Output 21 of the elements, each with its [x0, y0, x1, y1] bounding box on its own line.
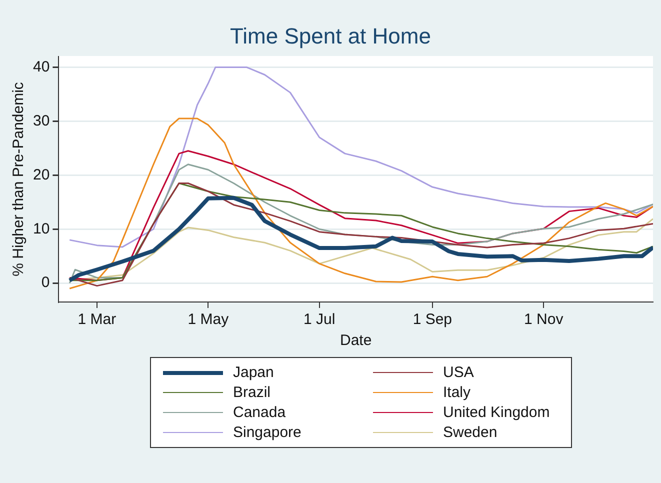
- x-tick-label: 1 Nov: [524, 311, 564, 328]
- legend-label: USA: [443, 364, 474, 381]
- x-tick-label: 1 Jul: [304, 311, 336, 328]
- legend-label: Canada: [233, 404, 286, 421]
- legend-label: Singapore: [233, 424, 302, 441]
- legend-label: Sweden: [443, 424, 498, 441]
- y-tick-label: 40: [32, 58, 50, 76]
- x-tick-label: 1 Mar: [78, 311, 116, 328]
- y-axis-title: % Higher than Pre-Pandemic: [10, 82, 28, 276]
- chart-title: Time Spent at Home: [230, 23, 431, 48]
- y-tick-label: 30: [32, 112, 50, 130]
- x-tick-label: 1 Sep: [412, 311, 452, 328]
- legend-label: Italy: [443, 384, 471, 401]
- y-tick-label: 20: [32, 166, 50, 184]
- y-tick-label: 0: [41, 274, 50, 292]
- x-axis-title: Date: [340, 332, 372, 350]
- y-tick-label: 10: [32, 220, 50, 238]
- x-tick-label: 1 May: [188, 311, 230, 328]
- legend-label: Brazil: [233, 384, 271, 401]
- legend-label: United Kingdom: [443, 404, 550, 421]
- legend-label: Japan: [233, 364, 274, 381]
